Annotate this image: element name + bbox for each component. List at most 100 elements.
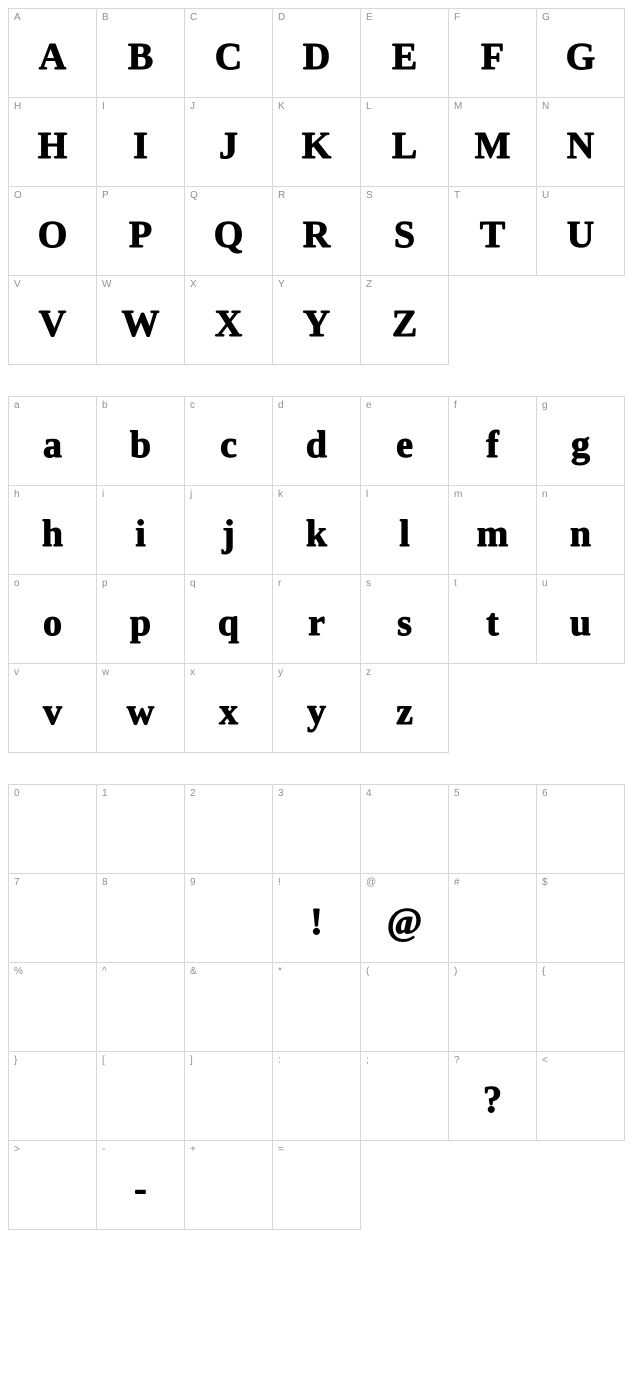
- glyph-cell-glyph: g: [571, 426, 590, 464]
- glyph-cell: kk: [272, 485, 361, 575]
- glyph-cell-glyph: x: [219, 693, 238, 731]
- glyph-cell: FF: [448, 8, 537, 98]
- glyph-cell-label: k: [278, 489, 283, 500]
- glyph-cell-glyph: y: [307, 693, 326, 731]
- glyph-cell-glyph: L: [392, 127, 417, 165]
- glyph-cell: zz: [360, 663, 449, 753]
- glyph-cell: bb: [96, 396, 185, 486]
- glyph-cell: --: [96, 1140, 185, 1230]
- glyph-cell-glyph: V: [39, 305, 66, 343]
- glyph-cell: VV: [8, 275, 97, 365]
- glyph-cell-glyph: M: [475, 127, 511, 165]
- glyph-cell: XX: [184, 275, 273, 365]
- glyph-cell-glyph: p: [130, 604, 151, 642]
- glyph-row: }[]:;??<: [8, 1051, 632, 1140]
- glyph-cell-label: 0: [14, 788, 20, 799]
- glyph-cell-label: B: [102, 12, 109, 23]
- glyph-cell-glyph: E: [392, 38, 417, 76]
- glyph-cell-glyph: @: [387, 903, 422, 941]
- glyph-cell: ee: [360, 396, 449, 486]
- glyph-cell: RR: [272, 186, 361, 276]
- glyph-cell: JJ: [184, 97, 273, 187]
- glyph-cell: =: [272, 1140, 361, 1230]
- glyph-cell-label: 7: [14, 877, 20, 888]
- glyph-cell: <: [536, 1051, 625, 1141]
- glyph-cell-label: 6: [542, 788, 548, 799]
- glyph-cell-label: <: [542, 1055, 548, 1066]
- glyph-cell-label: $: [542, 877, 548, 888]
- glyph-cell-glyph: i: [135, 515, 146, 553]
- glyph-cell-label: s: [366, 578, 371, 589]
- glyph-cell-label: ;: [366, 1055, 369, 1066]
- glyph-cell-label: x: [190, 667, 195, 678]
- glyph-cell-label: U: [542, 190, 549, 201]
- glyph-cell-label: j: [190, 489, 192, 500]
- glyph-cell-label: 1: [102, 788, 108, 799]
- glyph-cell-glyph: o: [43, 604, 62, 642]
- glyph-cell-glyph: z: [396, 693, 413, 731]
- glyph-cell: (: [360, 962, 449, 1052]
- glyph-cell: AA: [8, 8, 97, 98]
- glyph-cell-label: *: [278, 966, 282, 977]
- glyph-cell: tt: [448, 574, 537, 664]
- glyph-cell-label: ^: [102, 966, 107, 977]
- glyph-row: 789!!@@#$: [8, 873, 632, 962]
- glyph-row: VVWWXXYYZZ: [8, 275, 632, 364]
- glyph-cell-glyph: m: [477, 515, 509, 553]
- glyph-cell-label: N: [542, 101, 549, 112]
- glyph-cell-glyph: H: [38, 127, 68, 165]
- glyph-cell-glyph: D: [303, 38, 330, 76]
- glyph-cell-glyph: B: [128, 38, 153, 76]
- glyph-cell: UU: [536, 186, 625, 276]
- glyph-row: >--+=: [8, 1140, 632, 1229]
- glyph-cell: dd: [272, 396, 361, 486]
- glyph-group-uppercase: AABBCCDDEEFFGGHHIIJJKKLLMMNNOOPPQQRRSSTT…: [8, 8, 632, 364]
- glyph-cell: 4: [360, 784, 449, 874]
- glyph-cell: gg: [536, 396, 625, 486]
- glyph-cell-glyph: !: [310, 903, 323, 941]
- glyph-cell: OO: [8, 186, 97, 276]
- glyph-row: AABBCCDDEEFFGG: [8, 8, 632, 97]
- glyph-cell-label: (: [366, 966, 369, 977]
- glyph-row: %^&*(){: [8, 962, 632, 1051]
- glyph-cell: nn: [536, 485, 625, 575]
- glyph-cell-glyph: Q: [214, 216, 244, 254]
- glyph-cell: ]: [184, 1051, 273, 1141]
- glyph-cell: ff: [448, 396, 537, 486]
- glyph-cell-glyph: e: [396, 426, 413, 464]
- glyph-cell-label: #: [454, 877, 460, 888]
- glyph-cell-glyph: I: [133, 127, 148, 165]
- glyph-cell: EE: [360, 8, 449, 98]
- glyph-cell-glyph: d: [306, 426, 327, 464]
- glyph-cell-label: r: [278, 578, 281, 589]
- glyph-group-lowercase: aabbccddeeffgghhiijjkkllmmnnooppqqrrsstt…: [8, 396, 632, 752]
- glyph-cell-label: c: [190, 400, 195, 411]
- glyph-cell-glyph: b: [130, 426, 151, 464]
- glyph-cell: MM: [448, 97, 537, 187]
- glyph-cell: ): [448, 962, 537, 1052]
- glyph-cell: ??: [448, 1051, 537, 1141]
- glyph-cell-label: l: [366, 489, 368, 500]
- glyph-cell: >: [8, 1140, 97, 1230]
- glyph-cell-label: E: [366, 12, 373, 23]
- glyph-cell-label: I: [102, 101, 105, 112]
- glyph-cell-glyph: S: [394, 216, 415, 254]
- glyph-cell-label: e: [366, 400, 372, 411]
- glyph-cell: HH: [8, 97, 97, 187]
- glyph-cell: 8: [96, 873, 185, 963]
- glyph-cell-label: O: [14, 190, 22, 201]
- glyph-cell-glyph: j: [222, 515, 235, 553]
- glyph-cell-label: p: [102, 578, 108, 589]
- glyph-cell-label: H: [14, 101, 21, 112]
- glyph-cell: 3: [272, 784, 361, 874]
- glyph-row: aabbccddeeffgg: [8, 396, 632, 485]
- glyph-cell: }: [8, 1051, 97, 1141]
- glyph-cell-label: [: [102, 1055, 105, 1066]
- glyph-cell: aa: [8, 396, 97, 486]
- glyph-cell: qq: [184, 574, 273, 664]
- glyph-cell-label: ]: [190, 1055, 193, 1066]
- glyph-cell-label: {: [542, 966, 545, 977]
- glyph-row: hhiijjkkllmmnn: [8, 485, 632, 574]
- glyph-cell: 7: [8, 873, 97, 963]
- glyph-cell: NN: [536, 97, 625, 187]
